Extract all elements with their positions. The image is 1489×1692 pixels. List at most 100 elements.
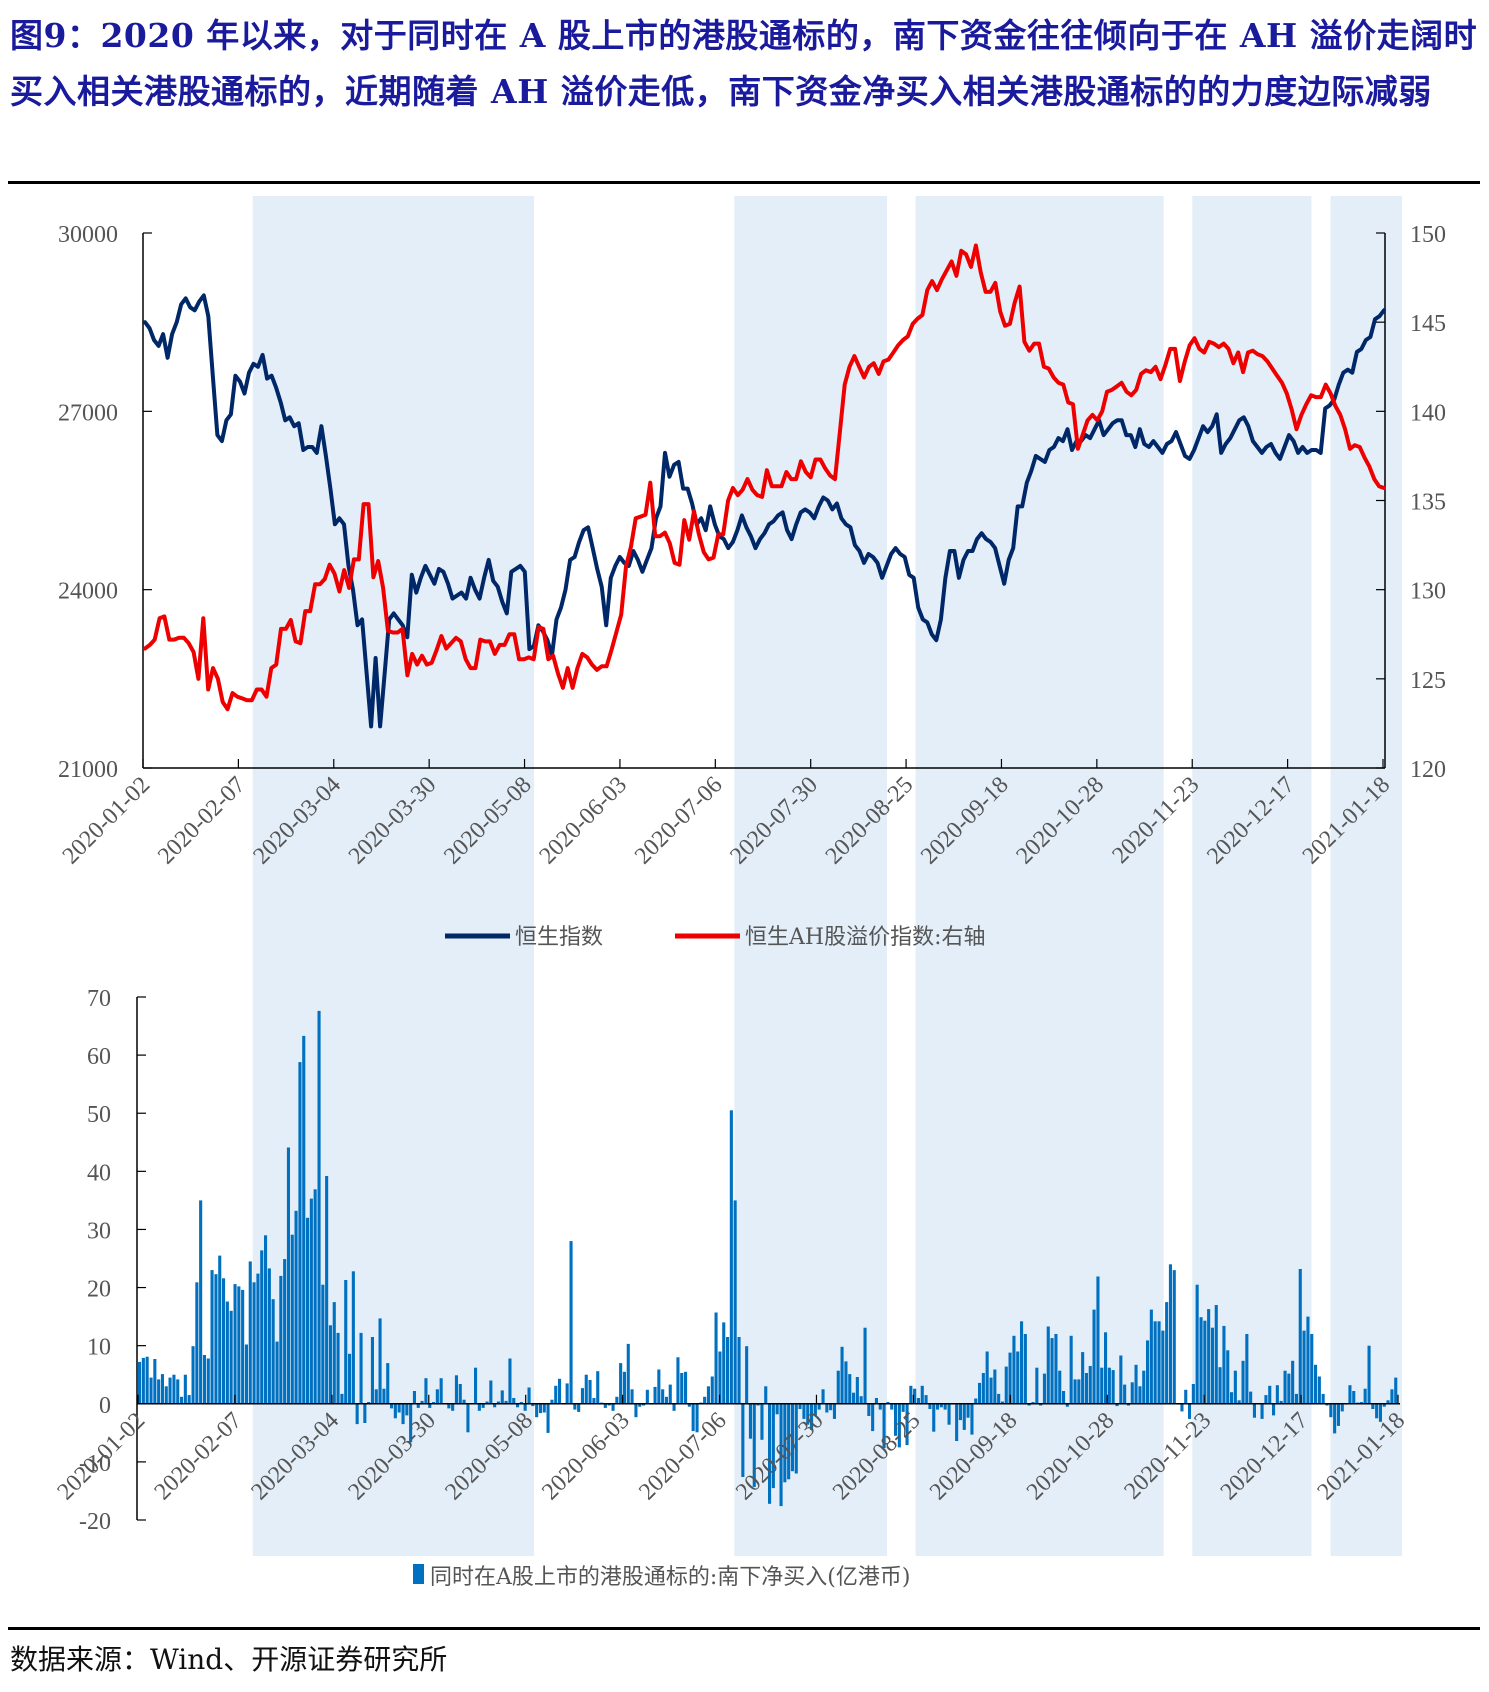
y-tick-label-left: 21000: [58, 757, 118, 783]
bar: [435, 1389, 439, 1404]
bar: [1294, 1393, 1298, 1404]
bar-x-tick-label: 2020-06-03: [537, 1408, 635, 1506]
bar: [1107, 1367, 1111, 1404]
bar: [1073, 1379, 1077, 1404]
bar: [848, 1374, 852, 1404]
bar: [1314, 1364, 1318, 1404]
bar: [813, 1403, 817, 1416]
bar: [248, 1261, 252, 1404]
bar: [874, 1398, 878, 1404]
bar: [592, 1398, 596, 1404]
bar: [264, 1235, 268, 1404]
bar: [722, 1322, 726, 1404]
bar: [1100, 1367, 1104, 1404]
bar: [565, 1383, 569, 1404]
bar: [1039, 1403, 1043, 1406]
bar: [756, 1403, 760, 1406]
bar: [145, 1356, 149, 1404]
bar: [348, 1353, 352, 1404]
bar-y-tick-label: 20: [87, 1277, 111, 1303]
legend-label-bar: 同时在A股上市的港股通标的:南下净买入(亿港币): [430, 1565, 910, 1590]
bar: [1352, 1391, 1356, 1404]
y-tick-label-right: 140: [1410, 400, 1446, 426]
bar: [768, 1403, 772, 1504]
bar: [141, 1357, 145, 1404]
bar: [382, 1388, 386, 1404]
bar: [1394, 1377, 1398, 1404]
bar: [779, 1403, 783, 1507]
bar: [661, 1389, 665, 1404]
bar: [1325, 1403, 1329, 1406]
bar: [1153, 1321, 1157, 1404]
bar: [466, 1403, 470, 1433]
bar: [153, 1359, 157, 1404]
bar: [1008, 1352, 1012, 1404]
bar: [355, 1403, 359, 1425]
bar: [764, 1386, 768, 1404]
bar: [416, 1403, 420, 1408]
bar: [1249, 1391, 1253, 1404]
bar-chart-axes: [136, 997, 1400, 1520]
bar: [202, 1355, 206, 1404]
bar: [172, 1374, 176, 1404]
bar: [1203, 1320, 1207, 1404]
bar: [829, 1403, 833, 1411]
bar-y-tick-label: 50: [87, 1102, 111, 1128]
bar: [1214, 1305, 1218, 1404]
y-tick-label-right: 125: [1410, 668, 1446, 694]
bar: [1050, 1338, 1054, 1404]
bar: [474, 1367, 478, 1404]
bar: [806, 1403, 810, 1425]
bar: [1348, 1385, 1352, 1404]
x-tick-label: 2020-01-02: [58, 772, 156, 870]
bar: [447, 1403, 451, 1409]
bar: [1336, 1403, 1340, 1426]
bar: [691, 1403, 695, 1432]
bar: [1340, 1403, 1344, 1412]
bar: [1222, 1325, 1226, 1404]
bar: [1321, 1393, 1325, 1404]
bar: [1161, 1330, 1165, 1404]
bar: [1142, 1370, 1146, 1404]
bar: [1065, 1403, 1069, 1407]
bar: [997, 1393, 1001, 1404]
bar: [512, 1398, 516, 1404]
bar: [596, 1371, 600, 1404]
bar: [1210, 1327, 1214, 1404]
x-tick-label: 2020-07-06: [630, 772, 728, 870]
bar: [741, 1403, 745, 1477]
bar: [508, 1358, 512, 1404]
bar: [516, 1403, 520, 1408]
bar: [947, 1403, 951, 1425]
bar: [1329, 1403, 1333, 1418]
bar: [1092, 1309, 1096, 1404]
bar: [374, 1389, 378, 1404]
bar: [787, 1403, 791, 1480]
bar: [745, 1346, 749, 1404]
bar: [878, 1403, 882, 1410]
bar: [336, 1332, 340, 1404]
bar: [1104, 1332, 1108, 1404]
bar: [1058, 1370, 1062, 1404]
bar: [271, 1299, 275, 1404]
bar: [527, 1387, 531, 1404]
bar: [317, 1010, 321, 1404]
bar: [748, 1403, 752, 1439]
bar: [462, 1399, 466, 1404]
bar: [1027, 1403, 1031, 1406]
bar: [256, 1273, 260, 1404]
bar: [577, 1403, 581, 1412]
bar: [500, 1390, 504, 1404]
bar: [558, 1378, 562, 1404]
bar: [863, 1327, 867, 1404]
bar: [1016, 1351, 1020, 1404]
bar: [149, 1377, 153, 1404]
bar: [752, 1403, 756, 1487]
bar: [1081, 1352, 1085, 1404]
bar: [993, 1369, 997, 1404]
bar: [1096, 1276, 1100, 1404]
bar: [519, 1402, 523, 1404]
bar: [538, 1403, 542, 1414]
bar-x-tick-label: 2020-02-07: [150, 1408, 248, 1506]
bar: [542, 1403, 546, 1413]
